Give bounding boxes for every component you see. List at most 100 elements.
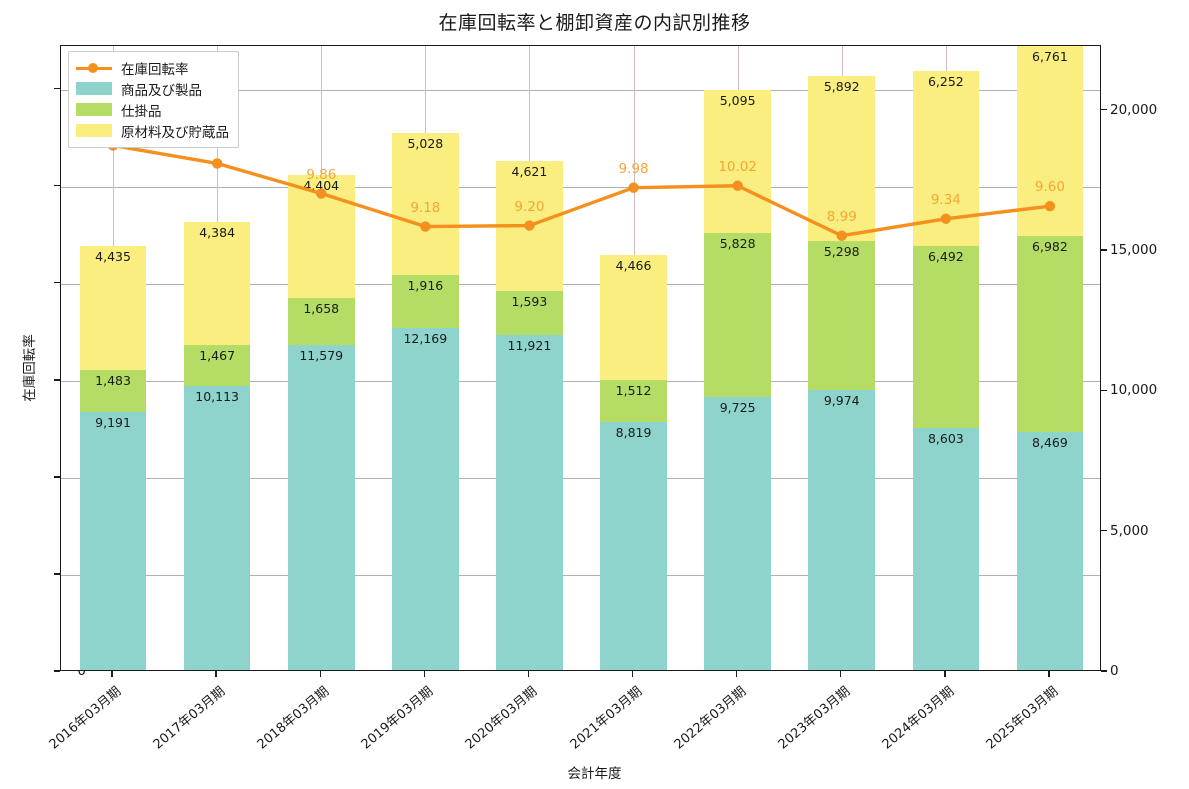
y-axis-left-tick-mark — [54, 282, 60, 284]
x-axis-tick-label: 2023年03月期 — [775, 684, 853, 753]
bar-segment[interactable]: 5,298 — [808, 241, 876, 390]
x-axis-tick-mark — [319, 671, 321, 677]
bar-segment[interactable]: 1,593 — [496, 290, 563, 336]
bar-segment-value-label: 4,384 — [199, 224, 236, 240]
x-axis-tick-label: 2024年03月期 — [879, 684, 958, 753]
bar-segment-value-label: 9,191 — [95, 414, 131, 430]
bar-stack[interactable]: 10,113 1,467 4,384 — [183, 44, 251, 670]
bar-segment[interactable]: 9,191 — [79, 411, 147, 670]
bar-stack[interactable]: 8,469 6,982 6,761 — [1016, 44, 1084, 670]
bar-segment[interactable]: 1,512 — [600, 379, 667, 423]
bar-segment[interactable]: 8,469 — [1016, 432, 1084, 670]
x-axis-tick-mark — [527, 671, 530, 677]
bar-segment-value-label: 5,298 — [823, 244, 860, 260]
x-axis-tick-label: 2025年03月期 — [983, 684, 1062, 753]
bar-segment[interactable]: 8,603 — [912, 428, 980, 670]
line-value-label: 9.60 — [1034, 179, 1065, 196]
bar-segment-value-label: 4,435 — [95, 248, 131, 264]
bar-segment-value-label: 8,603 — [927, 431, 964, 447]
bar-segment-value-label: 1,593 — [511, 293, 548, 309]
x-axis-tick-label: 2021年03月期 — [567, 684, 645, 753]
bar-segment[interactable]: 12,169 — [392, 328, 459, 670]
legend-item-merchandise[interactable]: 商品及び製品 — [76, 78, 229, 99]
bar-segment[interactable]: 9,725 — [704, 397, 771, 670]
bar-segment-value-label: 5,095 — [719, 93, 756, 109]
legend-item-wip[interactable]: 仕掛品 — [76, 99, 229, 120]
y-axis-left-tick-mark — [54, 185, 60, 187]
legend-item-line[interactable]: 在庫回転率 — [76, 57, 229, 78]
y-axis-right-tick-label: 15,000 — [1110, 241, 1158, 258]
x-axis-tick-mark — [840, 671, 842, 677]
x-axis-tick-mark — [944, 671, 946, 677]
legend-label-turnover: 在庫回転率 — [121, 61, 189, 78]
bar-segment-value-label: 9,974 — [823, 393, 860, 408]
bar-segment-value-label: 5,892 — [823, 78, 860, 94]
bar-segment[interactable]: 8,819 — [600, 422, 667, 670]
x-axis-label: 会計年度 — [567, 766, 622, 782]
legend-swatch-materials-icon — [76, 124, 112, 137]
bar-segment[interactable]: 4,466 — [600, 254, 667, 380]
bar-segment[interactable]: 6,982 — [1016, 236, 1084, 433]
line-value-label: 9.98 — [618, 160, 649, 177]
bar-segment-value-label: 4,621 — [511, 163, 548, 179]
bar-segment-value-label: 1,483 — [95, 373, 131, 389]
bar-segment[interactable]: 5,828 — [704, 233, 771, 397]
x-axis-tick-label: 2017年03月期 — [150, 684, 229, 753]
bar-segment[interactable]: 4,621 — [496, 160, 563, 291]
gridline-horizontal — [61, 283, 1100, 285]
x-axis-tick-mark — [735, 671, 738, 677]
x-axis-tick-label: 2018年03月期 — [254, 684, 333, 753]
bar-segment[interactable]: 6,492 — [912, 246, 980, 429]
bar-stack[interactable]: 12,169 1,916 5,028 — [392, 44, 459, 670]
bar-segment[interactable]: 6,761 — [1016, 46, 1084, 237]
y-axis-right-tick-mark — [1101, 670, 1107, 672]
legend-line-swatch-icon — [76, 61, 112, 75]
line-value-label: 8.99 — [826, 208, 857, 225]
bar-segment-value-label: 1,658 — [303, 301, 340, 317]
bar-segment[interactable]: 1,467 — [183, 344, 251, 387]
line-value-label: 9.20 — [514, 198, 545, 215]
x-axis-tick-mark — [215, 671, 217, 677]
bar-segment[interactable]: 1,483 — [79, 370, 147, 412]
bar-segment[interactable]: 4,404 — [287, 174, 355, 299]
bar-segment-value-label: 1,512 — [615, 382, 652, 398]
x-axis-tick-mark — [631, 671, 634, 677]
bar-stack[interactable]: 11,579 1,658 4,404 — [287, 44, 355, 670]
bar-segment-value-label: 5,828 — [719, 236, 756, 252]
legend-item-materials[interactable]: 原材料及び貯蔵品 — [76, 120, 229, 141]
bar-stack[interactable]: 11,921 1,593 4,621 — [496, 44, 563, 670]
y-axis-right-tick-label: 5,000 — [1110, 522, 1149, 539]
bar-segment[interactable]: 1,658 — [287, 298, 355, 345]
bar-stack[interactable]: 8,819 1,512 4,466 — [600, 44, 667, 670]
bar-segment-value-label: 10,113 — [195, 389, 239, 405]
bar-segment-value-label: 6,492 — [927, 249, 964, 265]
bar-segment[interactable]: 6,252 — [912, 70, 980, 247]
bar-stack[interactable]: 9,191 1,483 4,435 — [79, 44, 147, 670]
bar-segment[interactable]: 9,974 — [808, 390, 876, 670]
gridline-horizontal — [61, 89, 1100, 91]
bar-segment[interactable]: 1,916 — [392, 274, 459, 329]
bar-segment[interactable]: 10,113 — [183, 386, 251, 670]
y-axis-left-tick-mark — [54, 670, 60, 672]
bar-segment[interactable]: 4,384 — [183, 221, 251, 345]
bar-segment[interactable]: 11,579 — [287, 344, 355, 670]
bar-segment-value-label: 6,252 — [927, 73, 964, 89]
bar-segment-value-label: 9,725 — [719, 400, 756, 415]
y-axis-right-tick-label: 0 — [1110, 663, 1119, 679]
bar-segment-value-label: 8,819 — [615, 425, 652, 441]
bar-segment-value-label: 8,469 — [1032, 435, 1068, 451]
y-axis-left-tick-mark — [54, 476, 60, 478]
y-axis-right-tick-mark — [1101, 108, 1107, 111]
bar-segment[interactable]: 4,435 — [79, 245, 147, 371]
bar-stack[interactable]: 9,974 5,298 5,892 — [808, 44, 876, 670]
y-axis-left-tick-mark — [54, 87, 60, 90]
gridline-horizontal — [61, 574, 1100, 576]
bar-stack[interactable]: 8,603 6,492 6,252 — [912, 44, 980, 670]
bar-stack[interactable]: 9,725 5,828 5,095 — [704, 44, 771, 670]
y-axis-right-tick-label: 10,000 — [1110, 382, 1158, 399]
legend-label-materials: 原材料及び貯蔵品 — [121, 124, 229, 141]
bar-segment[interactable]: 11,921 — [496, 335, 563, 670]
x-axis-tick-mark — [1048, 671, 1050, 677]
plot-area: 9,191 1,483 4,435 10,113 1,467 4,384 11,579 1,6… — [60, 45, 1101, 671]
